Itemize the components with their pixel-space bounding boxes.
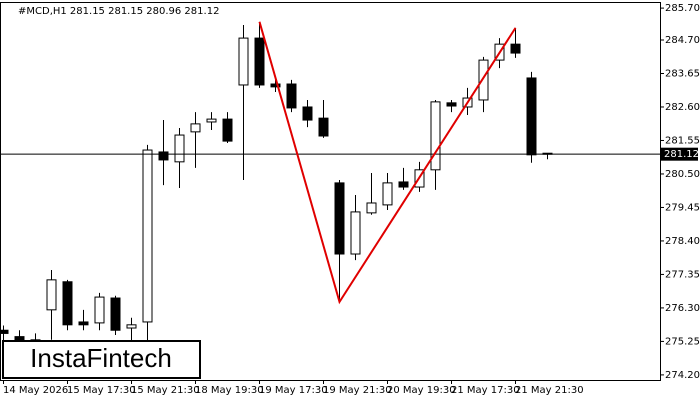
x-tick-label: 21 May 17:30 — [451, 385, 520, 396]
y-tick-label: 283.65 — [665, 68, 700, 79]
marks — [0, 21, 660, 356]
y-tick-label: 278.40 — [665, 236, 700, 247]
y-tick-label: 276.30 — [665, 303, 700, 314]
candle-body — [526, 77, 537, 156]
candle-body — [430, 101, 441, 171]
watermark: InstaFintech — [30, 343, 172, 373]
candle-body — [366, 202, 377, 214]
candle-body — [94, 296, 105, 324]
current-price-label: 281.12 — [664, 149, 699, 160]
candle-body — [254, 37, 265, 86]
candle-body — [46, 279, 57, 311]
candle-body — [382, 182, 393, 206]
x-tick-label: 15 May 21:30 — [131, 385, 200, 396]
candle-body — [158, 151, 169, 161]
candle-body — [270, 83, 281, 88]
candle-body — [318, 117, 329, 137]
x-tick-label: 20 May 19:30 — [387, 385, 456, 396]
candle-body — [126, 324, 137, 329]
candle-body — [78, 321, 89, 326]
candle-body — [110, 297, 121, 331]
y-tick-label: 280.50 — [665, 169, 700, 180]
candle-body — [286, 83, 297, 109]
candle-body — [334, 182, 345, 255]
y-tick-label: 285.70 — [665, 3, 700, 14]
x-tick-label: 18 May 19:30 — [195, 385, 264, 396]
candle-body — [510, 43, 521, 54]
x-tick-label: 19 May 21:30 — [323, 385, 392, 396]
y-tick-label: 277.35 — [665, 269, 700, 280]
candle-body — [446, 102, 457, 107]
y-tick-label: 284.70 — [665, 35, 700, 46]
x-tick-label: 14 May 2026 — [3, 385, 68, 396]
candle-body — [142, 149, 153, 323]
y-tick-label: 282.60 — [665, 102, 700, 113]
y-tick-label: 275.25 — [665, 336, 700, 347]
candle-body — [398, 181, 409, 188]
candle-body — [478, 59, 489, 101]
y-tick-label: 281.55 — [665, 135, 700, 146]
y-tick-label: 274.20 — [665, 370, 700, 381]
x-tick-label: 19 May 17:30 — [259, 385, 328, 396]
candle-body — [206, 118, 217, 123]
candle-body — [190, 123, 201, 133]
logo-box — [2, 340, 201, 379]
candle-body — [0, 329, 9, 334]
x-tick-label: 21 May 21:30 — [515, 385, 584, 396]
plot-frame — [0, 2, 661, 381]
candle-body — [174, 134, 185, 163]
y-tick-label: 279.45 — [665, 202, 700, 213]
candle-body — [238, 37, 249, 86]
candle-body — [350, 211, 361, 255]
x-tick-label: 15 May 17:30 — [67, 385, 136, 396]
chart-title: #MCD,H1 281.15 281.15 280.96 281.12 — [18, 6, 219, 17]
candle-body — [62, 281, 73, 326]
pattern-line — [258, 21, 517, 305]
candle-body — [222, 118, 233, 142]
current-price-box — [661, 147, 698, 161]
candle-body — [302, 106, 313, 121]
